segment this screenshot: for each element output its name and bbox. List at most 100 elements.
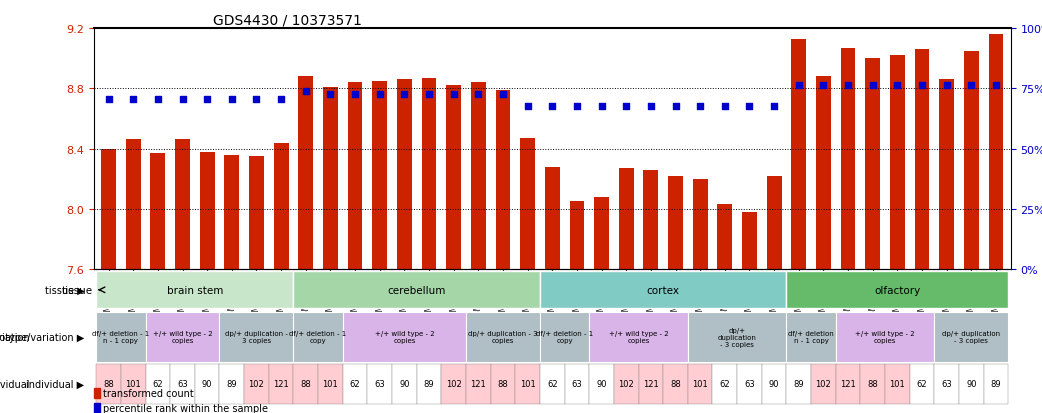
Bar	[989, 35, 1003, 269]
Text: genotype/variation: genotype/variation	[0, 332, 29, 342]
Text: 89: 89	[424, 380, 435, 389]
FancyBboxPatch shape	[762, 364, 787, 404]
Point	[914, 83, 931, 89]
FancyBboxPatch shape	[368, 364, 392, 404]
Point	[445, 92, 462, 98]
Point	[569, 104, 586, 110]
Bar	[915, 50, 929, 269]
Point	[667, 104, 684, 110]
Bar	[520, 139, 535, 269]
Text: 101: 101	[323, 380, 339, 389]
FancyBboxPatch shape	[688, 312, 787, 362]
Point	[593, 104, 610, 110]
Point	[421, 92, 438, 98]
Point	[840, 83, 857, 89]
Point	[988, 83, 1004, 89]
Text: individual: individual	[0, 379, 29, 389]
Text: olfactory: olfactory	[874, 285, 920, 295]
Point	[371, 92, 388, 98]
Point	[766, 104, 783, 110]
Text: 101: 101	[520, 380, 536, 389]
Point	[865, 83, 882, 89]
Bar	[841, 48, 855, 269]
Text: 89: 89	[991, 380, 1001, 389]
Point	[544, 104, 561, 110]
FancyBboxPatch shape	[269, 364, 294, 404]
Text: 88: 88	[867, 380, 878, 389]
FancyBboxPatch shape	[96, 312, 146, 362]
Text: 90: 90	[966, 380, 976, 389]
FancyBboxPatch shape	[195, 364, 220, 404]
Text: 121: 121	[643, 380, 659, 389]
Text: 102: 102	[446, 380, 462, 389]
Bar	[397, 80, 412, 269]
Text: 63: 63	[571, 380, 582, 389]
Bar	[298, 77, 314, 269]
Text: 89: 89	[793, 380, 804, 389]
Text: +/+ wild type - 2
copies: +/+ wild type - 2 copies	[153, 330, 213, 344]
FancyBboxPatch shape	[959, 364, 984, 404]
Bar	[200, 152, 215, 269]
Text: 101: 101	[890, 380, 905, 389]
FancyBboxPatch shape	[294, 271, 540, 309]
Text: tissue: tissue	[61, 285, 93, 295]
Text: 102: 102	[816, 380, 832, 389]
Text: tissue ▶: tissue ▶	[45, 285, 84, 295]
Bar	[890, 56, 904, 269]
Text: 63: 63	[744, 380, 754, 389]
FancyBboxPatch shape	[787, 312, 836, 362]
Point	[618, 104, 635, 110]
FancyBboxPatch shape	[343, 312, 466, 362]
Point	[199, 96, 216, 103]
FancyBboxPatch shape	[392, 364, 417, 404]
Text: GDS4430 / 10373571: GDS4430 / 10373571	[213, 14, 362, 28]
FancyBboxPatch shape	[589, 364, 614, 404]
FancyBboxPatch shape	[442, 364, 466, 404]
Text: df/+ deletion
n - 1 copy: df/+ deletion n - 1 copy	[788, 330, 834, 344]
Text: 88: 88	[498, 380, 508, 389]
Bar	[742, 212, 756, 269]
Text: 63: 63	[177, 380, 188, 389]
FancyBboxPatch shape	[294, 312, 343, 362]
Text: 90: 90	[202, 380, 213, 389]
Bar	[767, 176, 782, 269]
FancyBboxPatch shape	[491, 364, 516, 404]
Point	[741, 104, 758, 110]
Point	[717, 104, 734, 110]
FancyBboxPatch shape	[910, 364, 935, 404]
FancyBboxPatch shape	[737, 364, 762, 404]
FancyBboxPatch shape	[294, 364, 318, 404]
Text: 90: 90	[399, 380, 410, 389]
FancyBboxPatch shape	[984, 364, 1009, 404]
Point	[470, 92, 487, 98]
Text: 89: 89	[226, 380, 238, 389]
Point	[248, 96, 265, 103]
Point	[150, 96, 167, 103]
Bar	[644, 170, 659, 269]
Bar	[94, 388, 100, 398]
FancyBboxPatch shape	[540, 364, 565, 404]
Bar	[249, 157, 264, 269]
Point	[692, 104, 709, 110]
Text: +/+ wild type - 2
copies: +/+ wild type - 2 copies	[855, 330, 915, 344]
FancyBboxPatch shape	[244, 364, 269, 404]
Point	[643, 104, 660, 110]
Text: 90: 90	[596, 380, 606, 389]
Bar	[150, 154, 166, 269]
FancyBboxPatch shape	[935, 312, 1009, 362]
FancyBboxPatch shape	[589, 312, 688, 362]
Text: df/+ deletion - 1
copy: df/+ deletion - 1 copy	[290, 330, 347, 344]
Text: 102: 102	[618, 380, 635, 389]
FancyBboxPatch shape	[146, 364, 170, 404]
Text: +/+ wild type - 2
copies: +/+ wild type - 2 copies	[374, 330, 435, 344]
Bar	[323, 88, 338, 269]
Text: 121: 121	[470, 380, 487, 389]
Text: dp/+ duplication
- 3 copies: dp/+ duplication - 3 copies	[942, 330, 1000, 344]
Text: transformed count: transformed count	[103, 388, 194, 398]
Bar	[939, 80, 954, 269]
Bar	[274, 143, 289, 269]
Point	[223, 96, 240, 103]
FancyBboxPatch shape	[885, 364, 910, 404]
FancyBboxPatch shape	[170, 364, 195, 404]
Bar	[570, 202, 585, 269]
